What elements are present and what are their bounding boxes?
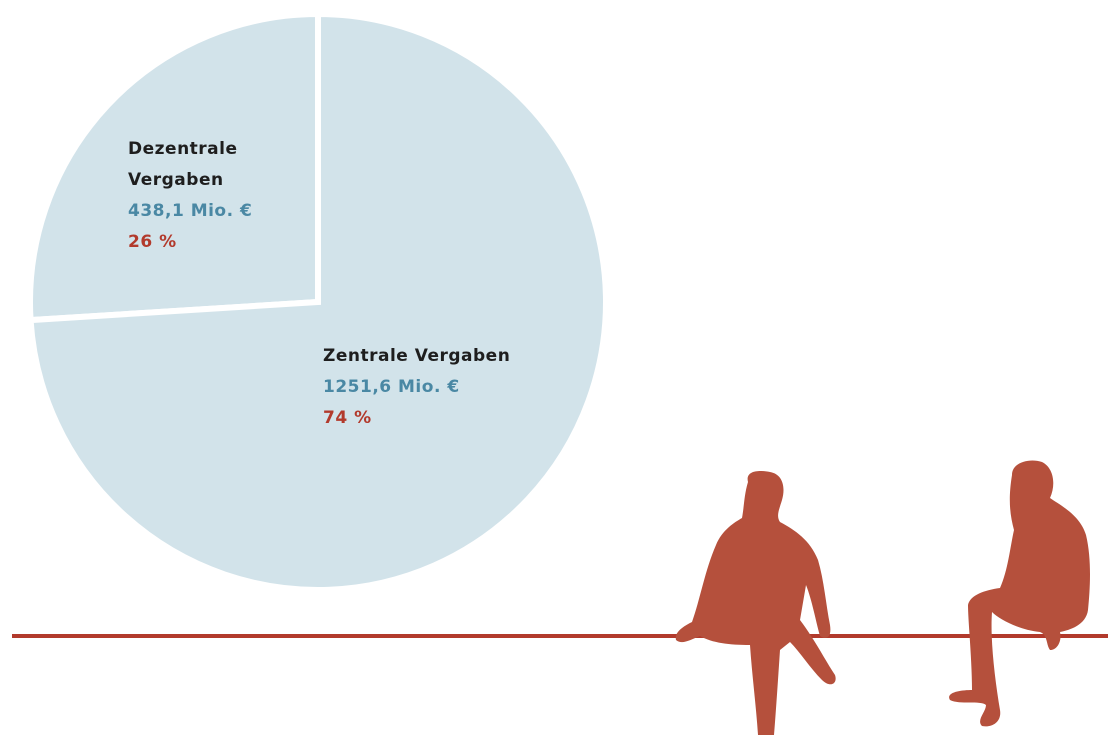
pie-slice <box>27 10 609 593</box>
category-label: Dezentrale Vergaben <box>128 139 238 190</box>
slice-label: Dezentrale Vergaben 438,1 Mio. € 26 % <box>128 134 258 258</box>
person-left <box>675 471 836 735</box>
amount-label: 438,1 Mio. € <box>128 201 253 221</box>
value-label: 26 % <box>128 232 177 252</box>
value-label: 74 % <box>323 408 372 428</box>
slice-label: Zentrale Vergaben 1251,6 Mio. € 74 % <box>323 341 583 434</box>
person-right <box>949 460 1090 727</box>
category-label: Zentrale Vergaben <box>323 346 511 366</box>
amount-label: 1251,6 Mio. € <box>323 377 460 397</box>
pie-slice <box>27 10 321 324</box>
pie <box>27 10 609 593</box>
